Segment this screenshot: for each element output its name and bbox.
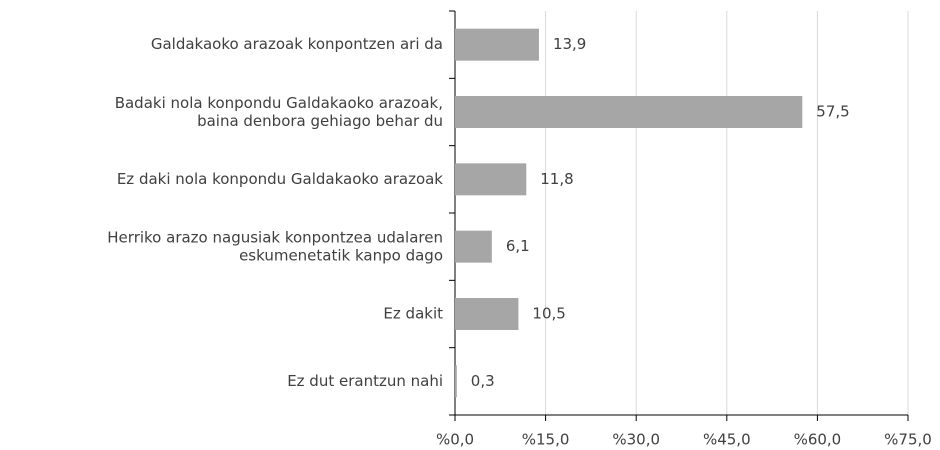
x-tick-label: %15,0 <box>522 431 570 449</box>
x-tick-label: %45,0 <box>703 431 751 449</box>
x-tick-label: %30,0 <box>612 431 660 449</box>
bar <box>455 28 539 61</box>
x-tick-label: %75,0 <box>884 431 932 449</box>
bar <box>455 96 803 128</box>
value-label: 11,8 <box>540 170 573 188</box>
value-label: 13,9 <box>553 35 586 53</box>
value-label: 6,1 <box>506 237 530 255</box>
bar <box>455 365 457 398</box>
bar <box>455 230 492 263</box>
x-tick-label: %0,0 <box>436 431 474 449</box>
value-label: 0,3 <box>471 372 495 390</box>
y-tick-label: Badaki nola konpondu Galdakaoko arazoak,… <box>115 94 443 130</box>
y-tick-label: Ez dut erantzun nahi <box>287 372 443 390</box>
value-label: 57,5 <box>816 103 849 121</box>
value-label: 10,5 <box>532 305 565 323</box>
x-tick-label: %60,0 <box>794 431 842 449</box>
bar <box>455 298 519 330</box>
bar <box>455 163 527 196</box>
y-tick-label: Herriko arazo nagusiak konpontzea udalar… <box>107 228 443 264</box>
y-tick-label: Ez daki nola konpondu Galdakaoko arazoak <box>117 170 443 188</box>
y-tick-label: Galdakaoko arazoak konpontzen ari da <box>151 35 443 53</box>
y-tick-label: Ez dakit <box>383 305 443 323</box>
